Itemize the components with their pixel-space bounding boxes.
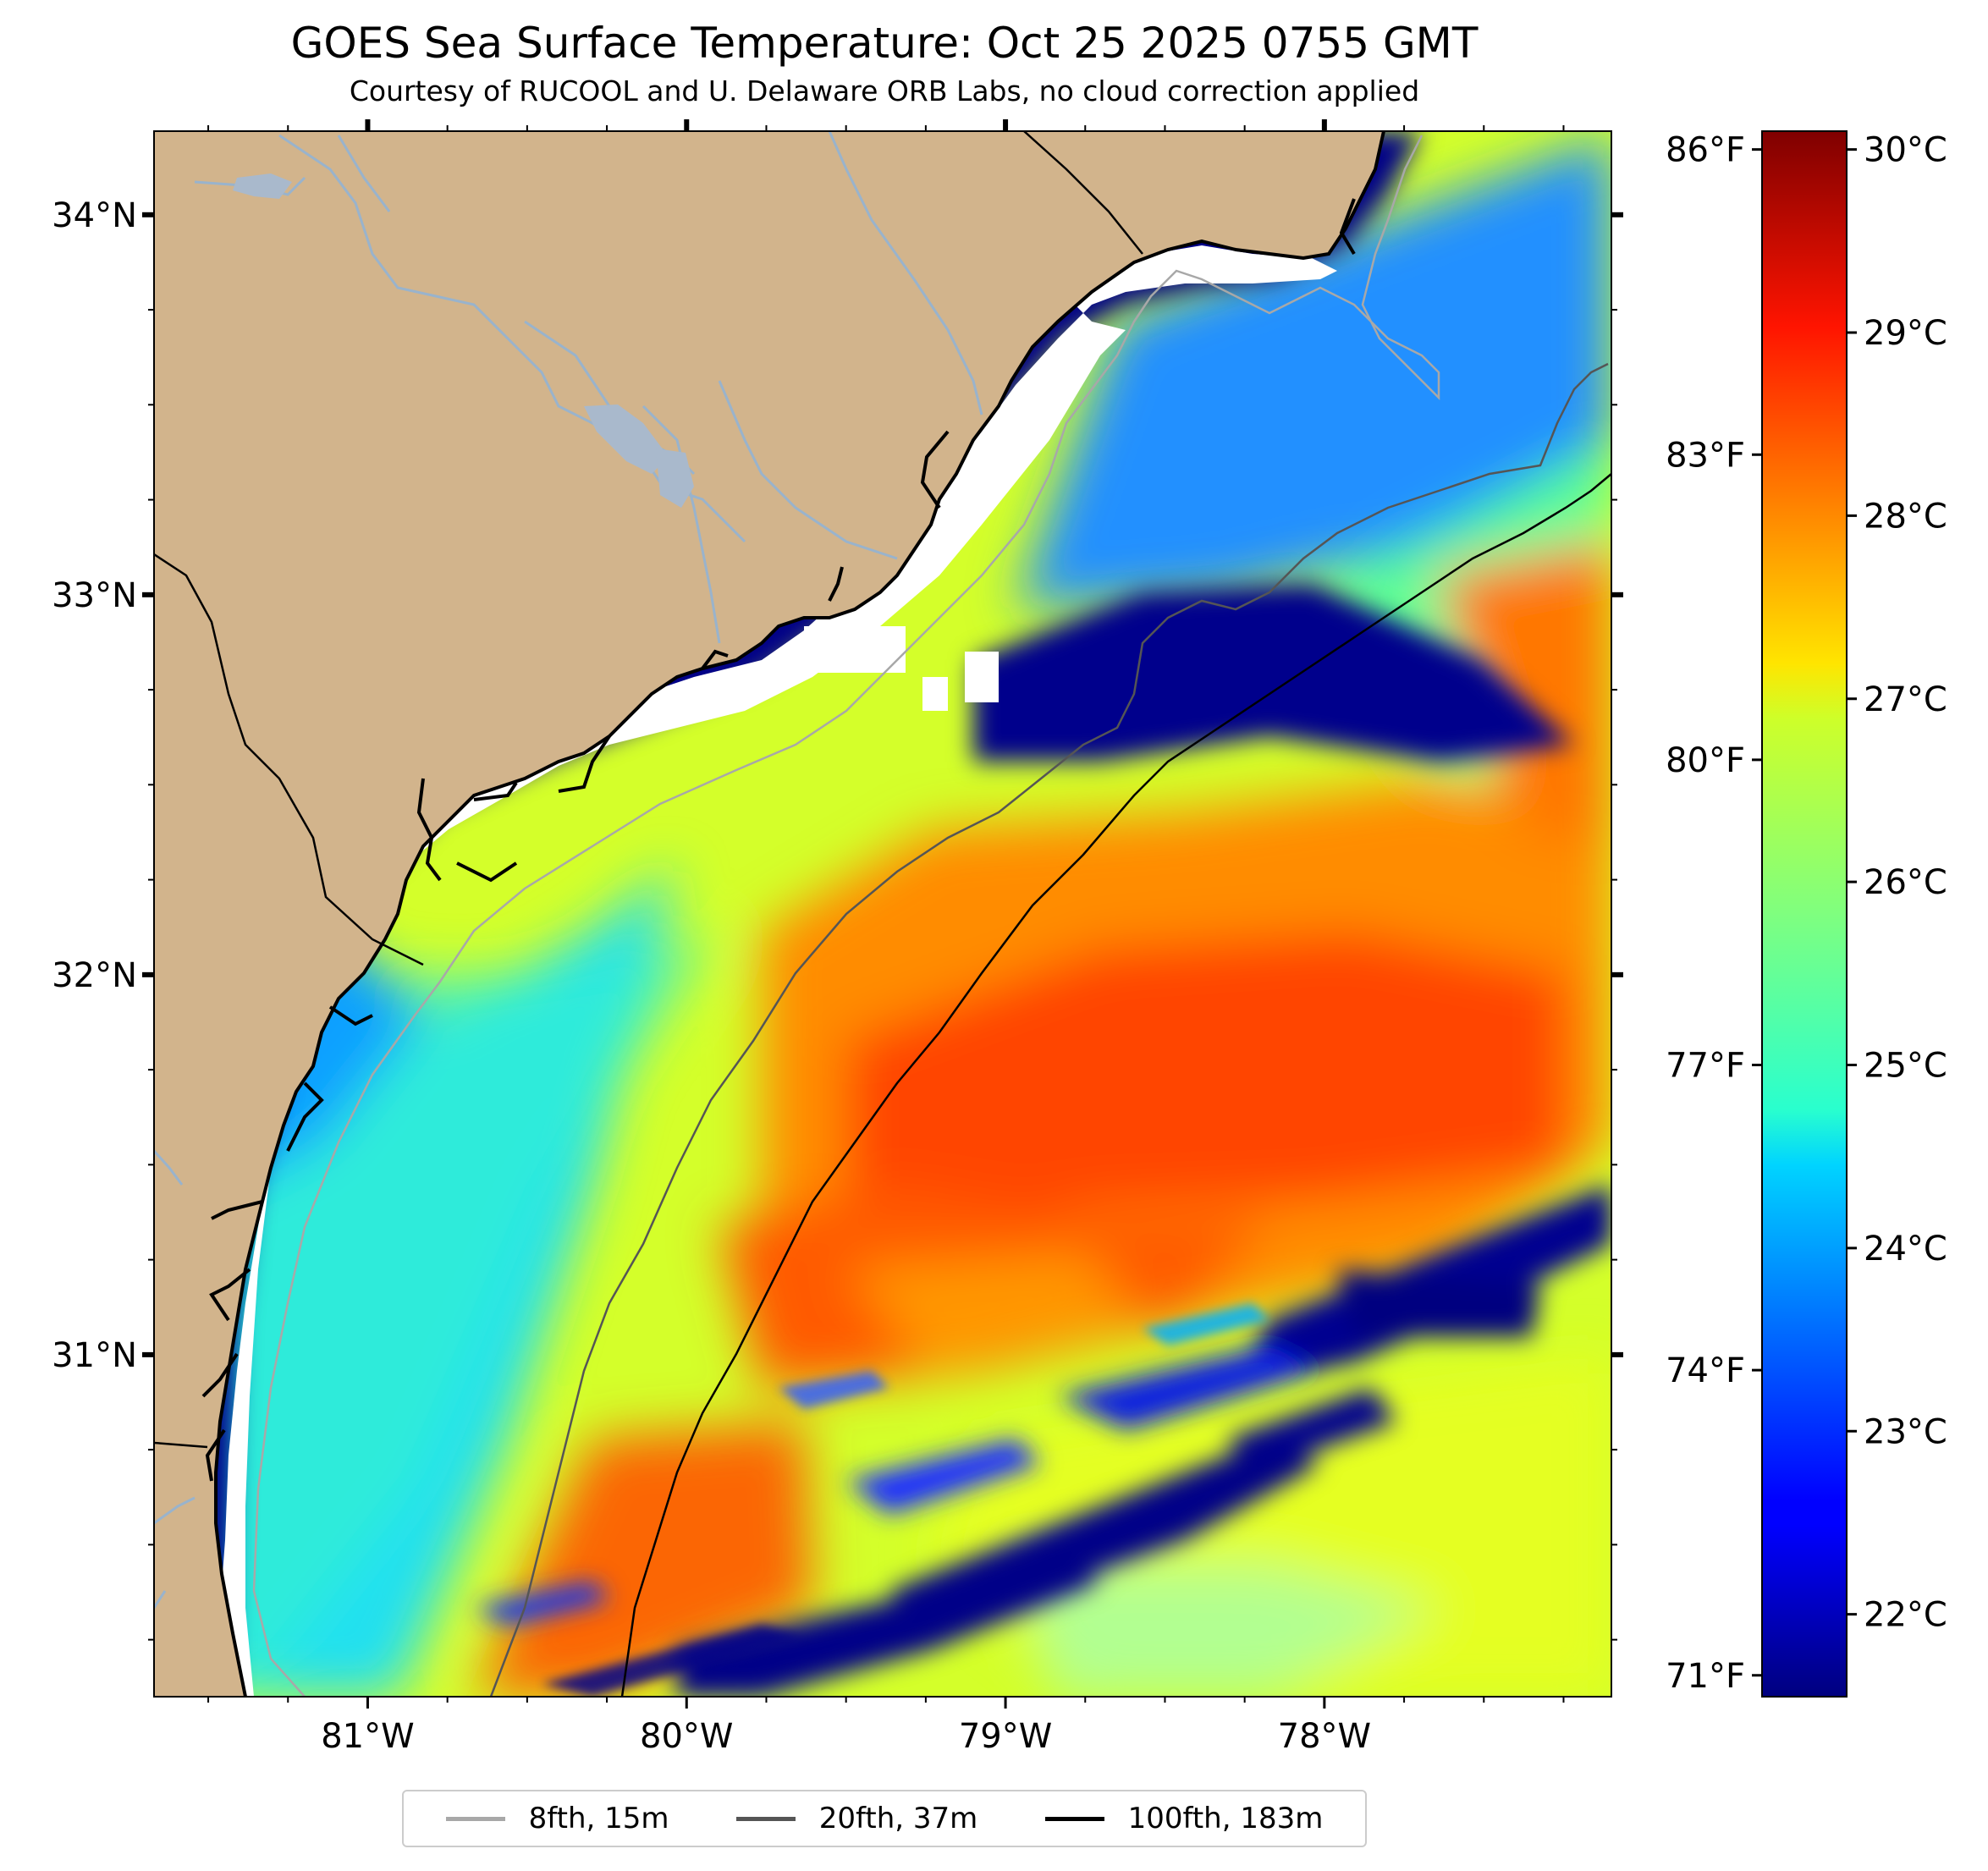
celsius-tick-label: 23°C	[1864, 1412, 1947, 1451]
celsius-tick-label: 29°C	[1864, 314, 1947, 353]
state-boundaries	[154, 131, 1143, 1449]
legend-item-100fth: 100fth, 183m	[1044, 1802, 1324, 1835]
contour-8fth	[252, 135, 1440, 1697]
map-frame	[153, 130, 1612, 1698]
lon-tick-label: 78°W	[1278, 1717, 1371, 1756]
map-axis-ticks: 81°W 80°W 79°W 78°W 34°N 33°N 32°N 31°N	[52, 119, 1623, 1756]
lakes	[233, 173, 694, 508]
legend-swatch-20fth	[735, 1816, 796, 1821]
legend-label-100fth: 100fth, 183m	[1127, 1802, 1324, 1835]
legend-label-20fth: 20fth, 37m	[818, 1802, 978, 1835]
fahrenheit-tick-label: 83°F	[1666, 436, 1745, 475]
rivers	[154, 131, 983, 1609]
colorbar-ticks: 22°C 23°C 24°C 25°C 26°C 27°C 28°C 29°C 30°C 71°F…	[1666, 131, 1947, 1696]
fahrenheit-tick-label: 77°F	[1666, 1047, 1745, 1086]
lat-tick-label: 34°N	[52, 196, 137, 235]
lat-tick-label: 32°N	[52, 956, 137, 995]
no-data-mask	[220, 227, 1337, 1697]
legend-item-8fth: 8fth, 15m	[445, 1802, 669, 1835]
legend-swatch-100fth	[1044, 1816, 1104, 1821]
map-subtitle: Courtesy of RUCOOL and U. Delaware ORB L…	[349, 74, 1420, 107]
bathymetry-legend: 8fth, 15m 20fth, 37m 100fth, 183m	[402, 1790, 1367, 1847]
legend-label-8fth: 8fth, 15m	[528, 1802, 669, 1835]
lon-tick-label: 79°W	[959, 1717, 1052, 1756]
lat-tick-label: 31°N	[52, 1336, 137, 1375]
bathymetry-contours	[252, 135, 1611, 1697]
lon-tick-label: 80°W	[640, 1717, 733, 1756]
celsius-tick-label: 27°C	[1864, 680, 1947, 719]
lon-tick-label: 81°W	[321, 1717, 414, 1756]
lat-tick-label: 33°N	[52, 576, 137, 615]
fahrenheit-tick-label: 71°F	[1666, 1657, 1745, 1696]
fahrenheit-tick-label: 80°F	[1666, 741, 1745, 780]
celsius-tick-label: 24°C	[1864, 1230, 1947, 1268]
celsius-tick-label: 26°C	[1864, 863, 1947, 902]
fahrenheit-tick-label: 86°F	[1666, 131, 1745, 170]
celsius-tick-label: 30°C	[1864, 131, 1947, 170]
fahrenheit-tick-label: 74°F	[1666, 1351, 1745, 1390]
legend-swatch-8fth	[445, 1816, 505, 1821]
celsius-tick-label: 25°C	[1864, 1047, 1947, 1086]
celsius-tick-label: 28°C	[1864, 497, 1947, 536]
map-title: GOES Sea Surface Temperature: Oct 25 202…	[290, 19, 1479, 68]
contour-20fth	[489, 362, 1609, 1697]
contour-100fth	[620, 473, 1611, 1697]
colorbar	[1761, 130, 1848, 1698]
legend-item-20fth: 20fth, 37m	[735, 1802, 978, 1835]
celsius-tick-label: 22°C	[1864, 1596, 1947, 1635]
land	[154, 131, 1385, 1697]
